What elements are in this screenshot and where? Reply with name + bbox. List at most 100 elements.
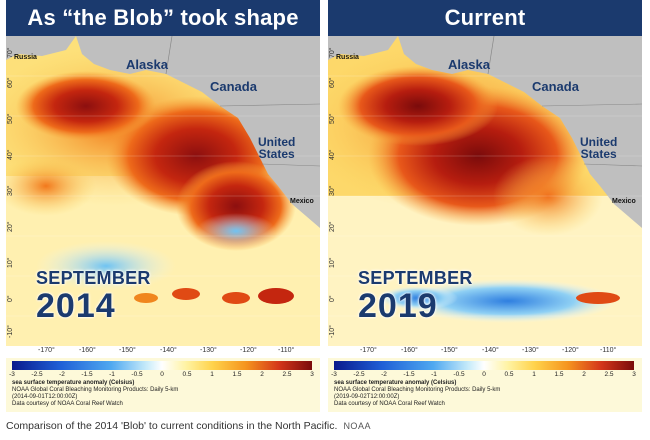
colorbar-tick: -1 bbox=[109, 371, 115, 378]
colorbar-tick: -2 bbox=[381, 371, 387, 378]
credit-line: NOAA Global Coral Bleaching Monitoring P… bbox=[334, 387, 501, 393]
label-russia: Russia bbox=[14, 54, 37, 61]
colorbar-tick: -3 bbox=[9, 371, 15, 378]
label-states: States bbox=[580, 147, 617, 161]
lon-tick: -140° bbox=[160, 347, 177, 354]
colorbar bbox=[12, 361, 312, 370]
lat-tick: 0° bbox=[7, 295, 14, 302]
lon-tick: -110° bbox=[278, 347, 295, 354]
colorbar-tick: 3 bbox=[310, 371, 314, 378]
lon-tick: -160° bbox=[79, 347, 96, 354]
date-overlay: SEPTEMBER 2019 bbox=[358, 268, 473, 323]
overlay-month: SEPTEMBER bbox=[36, 268, 151, 288]
colorbar-legend: -3 -2.5 -2 -1.5 -1 -0.5 0 0.5 1 1.5 2 2.5 3 sea surf… bbox=[328, 358, 642, 412]
label-russia: Russia bbox=[336, 54, 359, 61]
lon-tick: -140° bbox=[482, 347, 499, 354]
lat-tick: 40° bbox=[7, 149, 14, 160]
lat-tick: 50° bbox=[329, 113, 336, 124]
label-united-states: United States bbox=[258, 136, 295, 160]
colorbar-tick: 1 bbox=[210, 371, 214, 378]
credit-line: NOAA Global Coral Bleaching Monitoring P… bbox=[12, 387, 179, 393]
label-mexico: Mexico bbox=[612, 198, 636, 205]
colorbar-tick: 0.5 bbox=[182, 371, 192, 378]
colorbar-legend: -3 -2.5 -2 -1.5 -1 -0.5 0 0.5 1 1.5 2 2.5 3 sea surf… bbox=[6, 358, 320, 412]
sst-anomaly-map: 70° 60° 50° 40° 30° 20° 10° 0° -10° Russ… bbox=[6, 36, 320, 346]
lon-tick: -160° bbox=[401, 347, 418, 354]
sst-heatmap bbox=[6, 36, 320, 346]
lat-tick: 30° bbox=[7, 185, 14, 196]
lat-tick: -10° bbox=[7, 325, 14, 338]
credit-line: sea surface temperature anomaly (Celsius… bbox=[12, 380, 135, 386]
panel-2014: As “the Blob” took shape bbox=[6, 0, 320, 412]
lat-tick: 0° bbox=[329, 295, 336, 302]
label-alaska: Alaska bbox=[126, 57, 168, 72]
colorbar-tick: -2.5 bbox=[353, 371, 365, 378]
colorbar-tick: 1.5 bbox=[554, 371, 564, 378]
data-credits: sea surface temperature anomaly (Celsius… bbox=[334, 380, 500, 408]
label-united: United bbox=[258, 135, 296, 149]
colorbar bbox=[334, 361, 634, 370]
lon-tick: -150° bbox=[119, 347, 136, 354]
sst-anomaly-map: 70° 60° 50° 40° 30° 20° 10° 0° -10° Russ… bbox=[328, 36, 642, 346]
date-overlay: SEPTEMBER 2014 bbox=[36, 268, 151, 323]
label-united-states: United States bbox=[580, 136, 617, 160]
lat-tick: 50° bbox=[7, 113, 14, 124]
lat-tick: 20° bbox=[329, 221, 336, 232]
lon-tick: -150° bbox=[441, 347, 458, 354]
colorbar-tick: 3 bbox=[632, 371, 636, 378]
lat-tick: 70° bbox=[329, 47, 336, 58]
lat-tick: 60° bbox=[329, 77, 336, 88]
panel-title: Current bbox=[328, 0, 642, 36]
credit-line: Data courtesy of NOAA Coral Reef Watch bbox=[334, 401, 445, 407]
overlay-year: 2019 bbox=[358, 287, 438, 325]
lon-tick: -120° bbox=[562, 347, 579, 354]
lon-tick: -120° bbox=[240, 347, 257, 354]
overlay-year: 2014 bbox=[36, 287, 116, 325]
colorbar-tick: 1.5 bbox=[232, 371, 242, 378]
panel-2019: Current bbox=[328, 0, 642, 412]
colorbar-tick: 2.5 bbox=[604, 371, 614, 378]
credit-line: (2019-09-02T12:00:00Z) bbox=[334, 394, 400, 400]
colorbar-tick: 2 bbox=[582, 371, 586, 378]
lat-tick: 10° bbox=[329, 257, 336, 268]
credit-line: Data courtesy of NOAA Coral Reef Watch bbox=[12, 401, 123, 407]
colorbar-tick: -3 bbox=[331, 371, 337, 378]
colorbar-tick: 2.5 bbox=[282, 371, 292, 378]
lon-tick: -130° bbox=[522, 347, 539, 354]
lat-tick: 10° bbox=[7, 257, 14, 268]
colorbar-tick: -2.5 bbox=[31, 371, 43, 378]
credit-line: sea surface temperature anomaly (Celsius… bbox=[334, 380, 457, 386]
colorbar-tick: -1.5 bbox=[403, 371, 415, 378]
lat-tick: 40° bbox=[329, 149, 336, 160]
caption-text: Comparison of the 2014 'Blob' to current… bbox=[6, 420, 338, 432]
label-mexico: Mexico bbox=[290, 198, 314, 205]
lat-tick: -10° bbox=[329, 325, 336, 338]
colorbar-tick: 2 bbox=[260, 371, 264, 378]
figure-caption: Comparison of the 2014 'Blob' to current… bbox=[6, 420, 371, 432]
colorbar-tick: -0.5 bbox=[131, 371, 143, 378]
lat-tick: 20° bbox=[7, 221, 14, 232]
lon-tick: -170° bbox=[38, 347, 55, 354]
data-credits: sea surface temperature anomaly (Celsius… bbox=[12, 380, 178, 408]
caption-source: NOAA bbox=[343, 421, 371, 431]
label-canada: Canada bbox=[532, 79, 579, 94]
colorbar-tick: -2 bbox=[59, 371, 65, 378]
sst-heatmap bbox=[328, 36, 642, 346]
colorbar-tick: 0 bbox=[160, 371, 164, 378]
lon-tick: -130° bbox=[200, 347, 217, 354]
label-alaska: Alaska bbox=[448, 57, 490, 72]
lat-tick: 60° bbox=[7, 77, 14, 88]
overlay-month: SEPTEMBER bbox=[358, 268, 473, 288]
lon-tick: -170° bbox=[360, 347, 377, 354]
panel-title: As “the Blob” took shape bbox=[6, 0, 320, 36]
colorbar-tick: -1.5 bbox=[81, 371, 93, 378]
colorbar-tick: 0 bbox=[482, 371, 486, 378]
credit-line: (2014-09-01T12:00:00Z) bbox=[12, 394, 78, 400]
label-states: States bbox=[258, 147, 295, 161]
colorbar-tick: 0.5 bbox=[504, 371, 514, 378]
longitude-axis: -170° -160° -150° -140° -130° -120° -110… bbox=[6, 346, 320, 358]
label-canada: Canada bbox=[210, 79, 257, 94]
label-united: United bbox=[580, 135, 618, 149]
colorbar-tick: 1 bbox=[532, 371, 536, 378]
lat-tick: 30° bbox=[329, 185, 336, 196]
